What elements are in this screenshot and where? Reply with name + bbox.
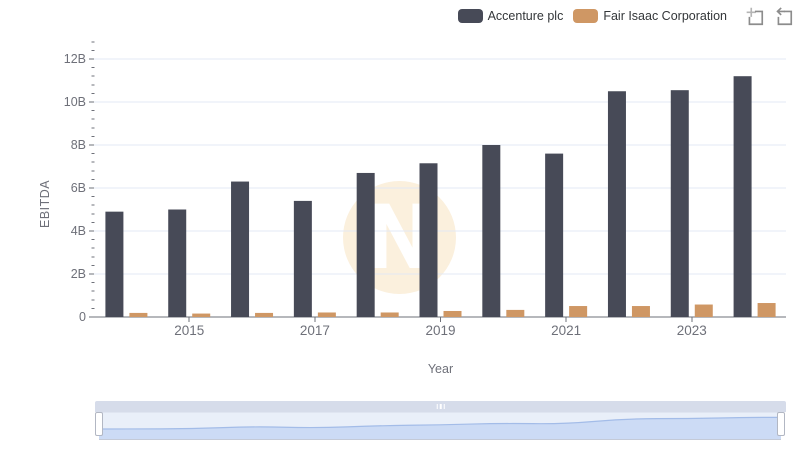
datazoom-selected-range[interactable] [99, 412, 781, 440]
bar-chart-plot: 0 2B 4B 6B 8B 10B 12B 2015 2017 2019 2021 2023 [64, 41, 786, 338]
bar-fair-isaac-corporation-2018[interactable] [380, 312, 399, 317]
toolbox [743, 5, 794, 27]
legend-swatch-fair-isaac [573, 9, 599, 23]
datazoom-right-handle[interactable] [777, 412, 785, 436]
datazoom-left-handle[interactable] [95, 412, 103, 436]
y-tick-label: 6B [71, 181, 86, 195]
y-tick-label: 12B [64, 52, 86, 66]
bar-fair-isaac-corporation-2016[interactable] [255, 312, 274, 317]
x-tick-label: 2015 [174, 323, 204, 338]
bar-fair-isaac-corporation-2024[interactable] [757, 303, 776, 317]
bar-accenture-plc-2015[interactable] [168, 209, 187, 318]
bar-fair-isaac-corporation-2017[interactable] [317, 312, 336, 317]
bar-fair-isaac-corporation-2015[interactable] [192, 313, 211, 317]
datazoom-preview-curve [99, 416, 781, 439]
x-tick-label: 2023 [677, 323, 707, 338]
x-tick-label: 2021 [551, 323, 581, 338]
datazoom-slider[interactable] [95, 401, 786, 440]
y-tick-label: 4B [71, 224, 86, 238]
x-tick-label: 2017 [300, 323, 330, 338]
bar-accenture-plc-2014[interactable] [105, 211, 124, 317]
y-axis-title: EBITDA [38, 179, 52, 228]
y-tick-label: 0 [79, 310, 86, 324]
bar-accenture-plc-2018[interactable] [356, 172, 375, 317]
legend-label-accenture: Accenture plc [487, 9, 564, 23]
bar-fair-isaac-corporation-2022[interactable] [631, 306, 650, 317]
legend: Accenture plc Fair Isaac Corporation [457, 5, 794, 27]
legend-label-fair-isaac: Fair Isaac Corporation [603, 9, 727, 23]
y-tick-label: 10B [64, 95, 86, 109]
bar-accenture-plc-2020[interactable] [482, 145, 501, 317]
legend-item-fair-isaac[interactable]: Fair Isaac Corporation [573, 9, 727, 23]
bar-fair-isaac-corporation-2023[interactable] [694, 304, 713, 317]
bar-fair-isaac-corporation-2020[interactable] [506, 309, 525, 317]
y-tick-label: 2B [71, 267, 86, 281]
bar-fair-isaac-corporation-2021[interactable] [569, 306, 588, 317]
legend-swatch-accenture [457, 9, 483, 23]
drag-handle-dots-icon[interactable] [436, 404, 445, 409]
legend-item-accenture[interactable]: Accenture plc [457, 9, 564, 23]
bar-fair-isaac-corporation-2014[interactable] [129, 312, 148, 317]
bar-accenture-plc-2022[interactable] [607, 91, 626, 317]
bar-accenture-plc-2016[interactable] [231, 181, 250, 317]
bar-accenture-plc-2019[interactable] [419, 163, 438, 317]
datazoom-area [99, 417, 781, 439]
restore-icon[interactable] [772, 5, 794, 27]
bar-accenture-plc-2017[interactable] [293, 200, 312, 317]
x-axis-title: Year [427, 362, 454, 376]
datazoom-move-handle[interactable] [95, 401, 786, 412]
x-tick-label: 2019 [425, 323, 455, 338]
bar-fair-isaac-corporation-2019[interactable] [443, 310, 462, 317]
bar-accenture-plc-2021[interactable] [545, 153, 564, 317]
y-tick-label: 8B [71, 138, 86, 152]
bar-accenture-plc-2023[interactable] [670, 90, 689, 317]
zoom-select-icon[interactable] [743, 5, 765, 27]
datazoom-line [99, 416, 781, 430]
bar-accenture-plc-2024[interactable] [733, 76, 752, 317]
